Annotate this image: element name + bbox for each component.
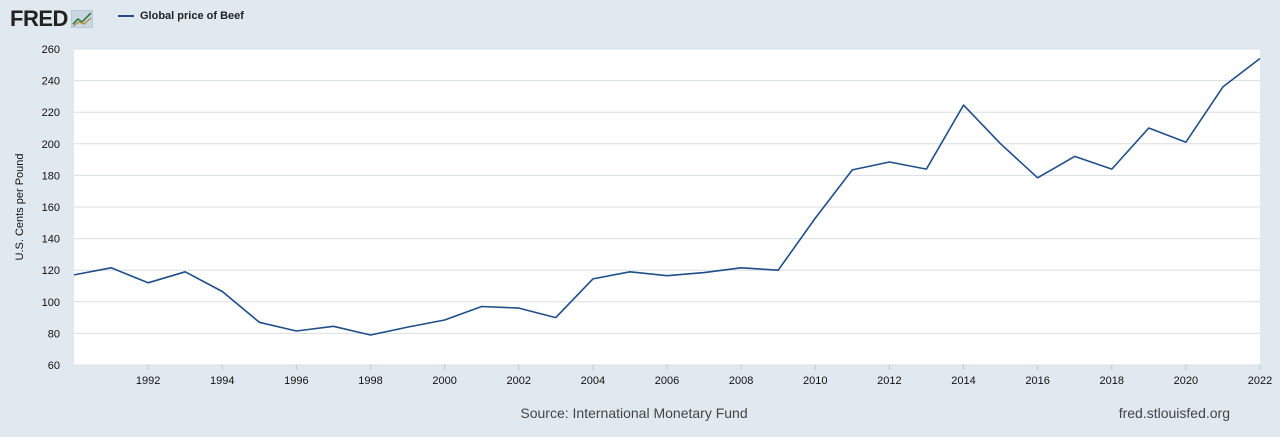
data-point[interactable]	[738, 265, 744, 271]
y-tick-label: 200	[42, 139, 60, 151]
data-point[interactable]	[1146, 125, 1152, 131]
header: FRED	[10, 6, 93, 32]
fred-graph-icon	[70, 10, 93, 28]
x-tick-label: 2004	[581, 375, 605, 387]
y-tick-label: 160	[42, 202, 60, 214]
fred-logo[interactable]: FRED	[10, 6, 68, 31]
x-tick-label: 1998	[358, 375, 382, 387]
data-point[interactable]	[627, 269, 633, 275]
x-tick-label: 2018	[1100, 375, 1124, 387]
x-tick-label: 2002	[507, 375, 531, 387]
legend: Global price of Beef	[118, 10, 244, 22]
footer-url[interactable]: fred.stlouisfed.org	[1118, 405, 1230, 421]
grid	[74, 48, 1260, 366]
x-tick-label: 1994	[210, 375, 234, 387]
y-tick-label: 240	[42, 76, 60, 88]
data-point[interactable]	[479, 304, 485, 310]
y-tick-label: 100	[42, 297, 60, 309]
x-tick-label: 2012	[877, 375, 901, 387]
x-tick-label: 2016	[1025, 375, 1049, 387]
y-tick-label: 180	[42, 170, 60, 182]
data-point[interactable]	[1183, 139, 1189, 145]
legend-swatch	[118, 15, 134, 17]
y-tick-label: 120	[42, 265, 60, 277]
line-chart[interactable]: 60 80 100 120 140 160 180 200 220 240 260 1992 1994…	[0, 0, 1280, 400]
x-tick-label: 2010	[803, 375, 827, 387]
data-point[interactable]	[1109, 166, 1115, 172]
x-tick-label: 1996	[284, 375, 308, 387]
y-tick-label: 260	[42, 44, 60, 56]
data-point[interactable]	[886, 159, 892, 165]
series-line[interactable]	[73, 57, 1261, 336]
x-axis-ticks: 1992 1994 1996 1998 2000 2002 2004 2006 2008 2010…	[136, 365, 1272, 387]
data-point[interactable]	[775, 267, 781, 273]
x-tick-label: 2014	[951, 375, 975, 387]
data-point[interactable]	[1220, 84, 1226, 90]
x-tick-label: 1992	[136, 375, 160, 387]
x-tick-label: 2008	[729, 375, 753, 387]
data-point[interactable]	[182, 269, 188, 275]
x-tick-label: 2022	[1248, 375, 1272, 387]
data-point[interactable]	[219, 289, 225, 295]
data-point[interactable]	[664, 273, 670, 279]
data-point[interactable]	[71, 272, 77, 278]
data-point[interactable]	[293, 328, 299, 334]
x-tick-label: 2020	[1174, 375, 1198, 387]
data-point[interactable]	[442, 317, 448, 323]
data-point[interactable]	[405, 324, 411, 330]
data-point[interactable]	[923, 166, 929, 172]
data-point[interactable]	[998, 141, 1004, 147]
data-point[interactable]	[108, 265, 114, 271]
y-axis-ticks: 60 80 100 120 140 160 180 200 220 240 260	[42, 44, 60, 372]
data-point[interactable]	[961, 102, 967, 108]
x-tick-label: 2006	[655, 375, 679, 387]
y-tick-label: 140	[42, 234, 60, 246]
data-point[interactable]	[812, 215, 818, 221]
y-tick-label: 220	[42, 107, 60, 119]
series-group	[71, 55, 1263, 338]
data-point[interactable]	[1072, 153, 1078, 159]
data-point[interactable]	[368, 332, 374, 338]
x-tick-label: 2000	[432, 375, 456, 387]
data-point[interactable]	[1035, 175, 1041, 181]
data-point[interactable]	[849, 167, 855, 173]
data-point[interactable]	[516, 305, 522, 311]
data-point[interactable]	[1257, 55, 1263, 61]
source-text: Source: International Monetary Fund	[520, 405, 748, 421]
y-tick-label: 60	[48, 360, 60, 372]
data-point[interactable]	[330, 323, 336, 329]
data-point[interactable]	[701, 270, 707, 276]
data-point[interactable]	[256, 319, 262, 325]
legend-label: Global price of Beef	[140, 10, 244, 22]
y-axis-label: U.S. Cents per Pound	[14, 153, 26, 260]
data-point[interactable]	[590, 276, 596, 282]
y-tick-label: 80	[48, 328, 60, 340]
data-point[interactable]	[145, 280, 151, 286]
data-point[interactable]	[553, 315, 559, 321]
